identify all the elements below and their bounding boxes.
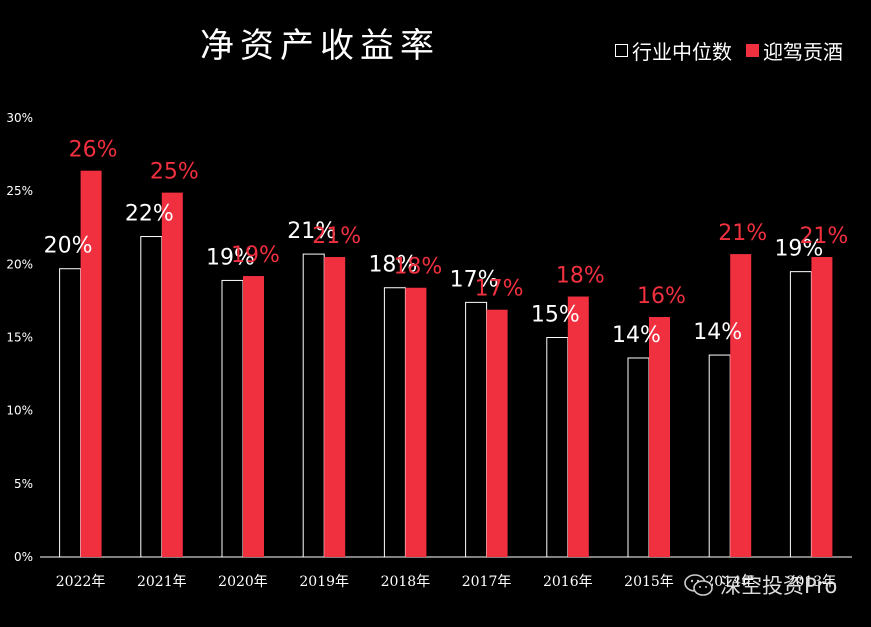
y-tick-label: 30%: [6, 111, 33, 125]
data-label-company: 21%: [799, 224, 848, 249]
legend: 行业中位数 迎驾贡酒: [601, 36, 843, 65]
watermark-text: 深空投资Pro: [720, 574, 838, 598]
bar-industry: [383, 287, 406, 558]
legend-swatch-industry: [615, 44, 628, 57]
x-tick-label: 2017年: [462, 574, 512, 590]
bar-company: [161, 192, 183, 557]
data-label-company: 18%: [556, 264, 605, 289]
bar-company: [486, 309, 508, 557]
y-tick-label: 20%: [6, 257, 33, 271]
data-label-company: 26%: [69, 138, 118, 163]
data-label-industry: 19%: [206, 245, 255, 270]
data-label-industry: 19%: [774, 237, 823, 262]
y-tick-label: 0%: [14, 550, 33, 564]
legend-item-industry: 行业中位数: [615, 36, 732, 65]
x-tick-label: 2015年: [624, 574, 674, 590]
data-label-industry: 15%: [531, 303, 580, 328]
data-label-industry: 20%: [44, 234, 93, 259]
data-label-company: 17%: [475, 277, 524, 302]
data-label-company: 19%: [231, 243, 280, 268]
data-label-industry: 14%: [693, 320, 742, 345]
y-tick-label: 15%: [6, 331, 33, 345]
bar-industry: [546, 337, 569, 558]
chart-title: 净资产收益率: [200, 26, 440, 66]
x-tick-label: 2016年: [543, 574, 593, 590]
data-label-industry: 18%: [368, 253, 417, 278]
data-label-company: 25%: [150, 160, 199, 185]
x-tick-label: 2020年: [218, 574, 268, 590]
bar-industry: [789, 271, 812, 558]
bar-industry: [221, 279, 244, 558]
legend-swatch-company: [746, 44, 759, 57]
bar-industry: [627, 357, 650, 558]
y-tick-label: 10%: [6, 404, 33, 418]
bar-company: [243, 276, 264, 557]
x-tick-label: 2018年: [381, 574, 431, 590]
legend-label-company: 迎驾贡酒: [763, 40, 843, 64]
bar-company: [80, 170, 102, 557]
bar-company: [567, 296, 589, 557]
bar-company: [730, 254, 752, 557]
x-tick-label: 2013年: [787, 574, 837, 590]
data-label-industry: 22%: [125, 202, 174, 227]
x-tick-label: 2019年: [299, 574, 349, 590]
bar-company: [324, 257, 346, 557]
legend-label-industry: 行业中位数: [632, 40, 732, 64]
bar-industry: [140, 236, 163, 558]
bar-industry: [465, 301, 488, 558]
data-label-industry: 14%: [612, 323, 661, 348]
bar-company: [811, 257, 833, 557]
bar-company: [649, 317, 670, 557]
bar-industry: [59, 268, 82, 558]
data-label-company: 21%: [718, 221, 767, 246]
x-tick-label: 2014年: [705, 574, 755, 590]
y-tick-label: 5%: [14, 477, 33, 491]
watermark: 深空投资Pro: [684, 570, 837, 600]
x-tick-label: 2021年: [137, 574, 187, 590]
bar-industry: [708, 354, 731, 558]
bar-company: [405, 287, 427, 557]
data-label-company: 21%: [312, 224, 361, 249]
data-label-industry: 21%: [287, 219, 336, 244]
x-tick-label: 2022年: [56, 574, 106, 590]
y-tick-label: 25%: [6, 184, 33, 198]
data-label-industry: 17%: [450, 267, 499, 292]
bar-industry: [302, 253, 325, 558]
legend-item-company: 迎驾贡酒: [746, 36, 843, 65]
data-label-company: 18%: [393, 255, 442, 280]
wechat-icon: [684, 574, 713, 596]
data-label-company: 16%: [637, 284, 686, 309]
